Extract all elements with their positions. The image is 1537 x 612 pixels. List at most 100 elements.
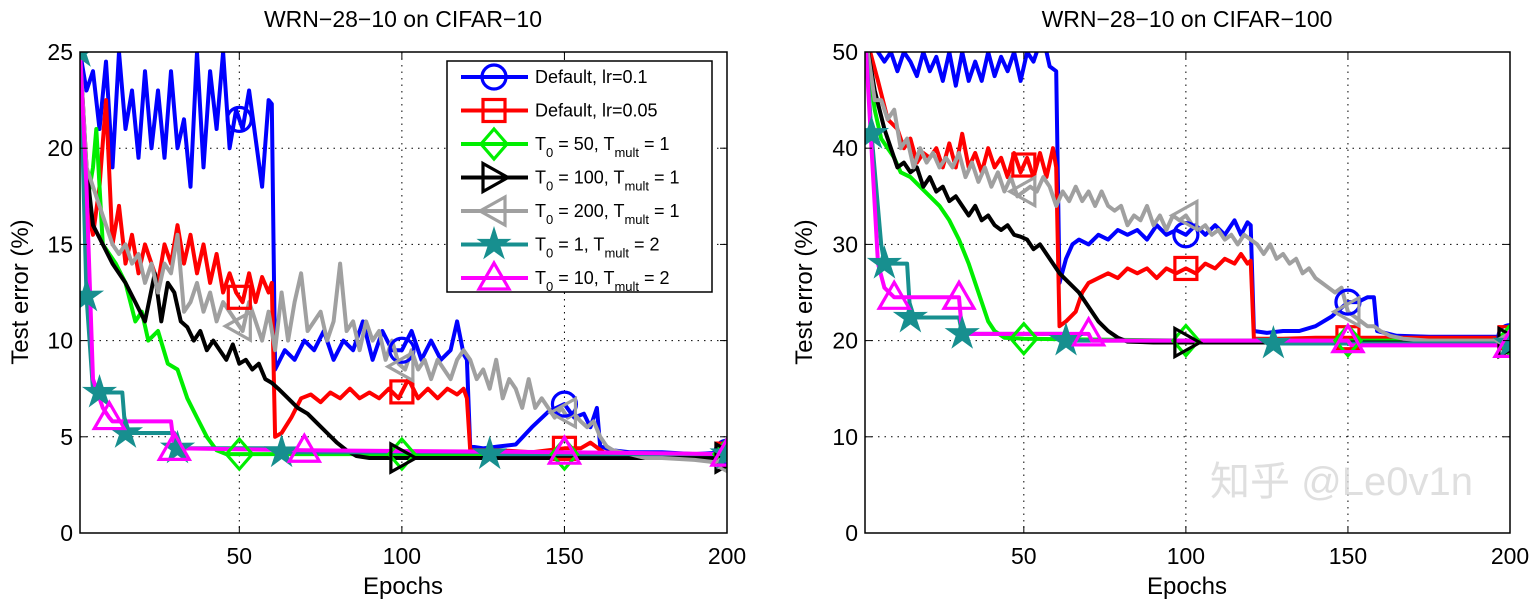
series-group <box>865 52 1510 348</box>
subscript: 0 <box>546 179 553 194</box>
data-point-marker <box>286 432 323 463</box>
series-line <box>866 52 1510 345</box>
data-point-marker <box>222 309 252 343</box>
square-marker-icon <box>481 97 507 124</box>
data-point-marker <box>1255 325 1291 359</box>
data-point-marker <box>876 279 912 310</box>
subscript: mult <box>614 145 639 160</box>
legend-item: T0 = 200, Tmult = 1 <box>461 194 680 228</box>
data-point-marker <box>1332 323 1364 359</box>
series-line <box>875 52 1510 339</box>
triangle-left-marker-icon <box>476 194 507 228</box>
y-tick-label: 0 <box>60 520 73 546</box>
subscript: 0 <box>546 279 553 294</box>
data-point-marker <box>709 435 727 467</box>
series-line <box>865 52 1510 348</box>
y-tick-label: 20 <box>832 328 858 354</box>
axes-frame <box>79 51 728 534</box>
star-marker-icon <box>476 226 512 260</box>
y-axis-label: Test error (%) <box>791 219 818 364</box>
legend-item: T0 = 100, Tmult = 1 <box>461 160 680 195</box>
y-tick-label: 25 <box>47 39 73 65</box>
y-axis-label: Test error (%) <box>7 219 34 364</box>
y-tick-label: 10 <box>832 424 858 450</box>
y-tick-label: 10 <box>47 328 73 354</box>
subscript: mult <box>624 212 649 227</box>
data-point-marker <box>1173 325 1204 360</box>
data-point-marker <box>224 436 255 472</box>
y-tick-label: 30 <box>832 231 858 257</box>
x-axis-label: Epochs <box>1147 573 1227 600</box>
chart-cifar100: WRN−28−10 on CIFAR−100 Epochs Test error… <box>791 6 1529 600</box>
data-point-marker <box>941 279 977 310</box>
x-tick-label: 200 <box>1491 543 1529 569</box>
data-point-marker <box>80 277 105 312</box>
data-point-marker <box>1173 255 1199 282</box>
data-point-marker <box>472 435 508 470</box>
data-point-marker <box>264 433 300 468</box>
chart-cifar10: WRN−28−10 on CIFAR−10 Epochs Test error … <box>7 6 746 600</box>
data-point-marker <box>944 315 980 349</box>
y-tick-label: 40 <box>832 135 858 161</box>
data-point-marker <box>1494 323 1510 359</box>
data-point-marker <box>1170 323 1201 359</box>
legend-label: T0 = 50, Tmult = 1 <box>535 134 670 160</box>
data-point-marker <box>80 52 91 67</box>
grid <box>865 52 1510 533</box>
subscript: mult <box>614 279 639 294</box>
data-point-marker <box>226 284 252 310</box>
data-point-marker <box>156 430 193 461</box>
legend-label: T0 = 10, Tmult = 2 <box>535 268 670 294</box>
data-point-marker <box>1492 327 1510 359</box>
data-point-marker <box>81 373 118 408</box>
data-point-marker <box>225 105 253 133</box>
data-point-marker <box>1070 315 1107 347</box>
triangle-right-marker-icon <box>481 160 512 195</box>
data-point-marker <box>1168 198 1199 233</box>
data-point-marker <box>547 396 578 430</box>
data-point-marker <box>384 349 415 384</box>
legend: Default, lr=0.1 Default, lr=0.05 T0 = 50, … <box>446 60 713 294</box>
data-point-marker <box>91 399 128 431</box>
subscript: mult <box>604 246 629 261</box>
x-tick-label: 150 <box>1329 543 1367 569</box>
data-point-marker <box>159 429 196 464</box>
data-point-marker <box>892 298 928 333</box>
series-line <box>865 52 1510 343</box>
chart-title: WRN−28−10 on CIFAR−10 <box>264 6 542 32</box>
x-tick-label: 50 <box>1011 543 1037 569</box>
data-point-marker <box>1006 174 1037 209</box>
legend-item: Default, lr=0.1 <box>461 63 648 91</box>
y-tick-label: 20 <box>47 135 73 161</box>
series-line <box>865 52 1510 343</box>
series-line <box>80 52 727 457</box>
series-line <box>868 52 1510 341</box>
watermark: 知乎 @Le0v1n <box>1210 460 1473 504</box>
data-point-marker <box>1011 152 1037 178</box>
x-axis-label: Epochs <box>363 573 443 600</box>
legend-item: Default, lr=0.05 <box>461 97 658 124</box>
data-point-marker <box>1330 322 1366 354</box>
subscript: 0 <box>546 212 553 227</box>
circle-marker-icon <box>480 63 508 91</box>
series-line <box>80 52 727 457</box>
series-line <box>80 52 727 460</box>
data-point-marker <box>865 115 890 149</box>
legend-label: Default, lr=0.05 <box>535 101 658 121</box>
subscript: 0 <box>546 246 553 261</box>
marker-group <box>80 52 727 475</box>
data-point-marker <box>546 433 583 465</box>
x-tick-label: 50 <box>227 543 253 569</box>
data-point-marker <box>1330 295 1361 329</box>
x-tick-label: 150 <box>545 543 583 569</box>
x-tick-label: 200 <box>708 543 746 569</box>
legend-label: T0 = 100, Tmult = 1 <box>535 168 680 194</box>
y-tick-label: 5 <box>60 424 73 450</box>
y-tick-label: 50 <box>832 39 858 65</box>
legend-label: T0 = 200, Tmult = 1 <box>535 201 680 227</box>
x-tick-label: 100 <box>383 543 421 569</box>
y-tick-label: 0 <box>845 520 858 546</box>
legend-label: T0 = 1, Tmult = 2 <box>535 235 660 261</box>
subscript: mult <box>624 179 649 194</box>
